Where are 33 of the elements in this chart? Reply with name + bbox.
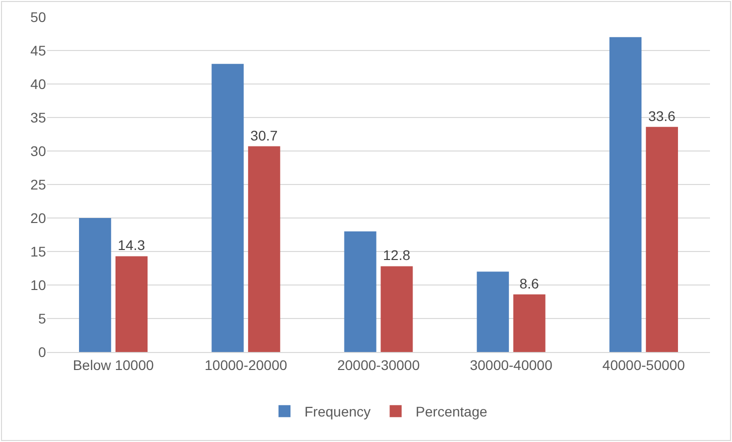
data-label: 8.6 (519, 275, 540, 292)
x-tick-label: 10000-20000 (204, 356, 288, 373)
data-label: 33.6 (648, 108, 676, 124)
x-tick-label: Below 10000 (72, 356, 154, 373)
y-tick-label: 10 (30, 276, 46, 293)
bar (476, 272, 509, 352)
bar (609, 37, 642, 352)
x-tick-label: 20000-30000 (337, 356, 420, 373)
legend-label: Percentage (416, 404, 488, 420)
bar (248, 146, 280, 352)
y-tick-label: 5 (38, 310, 46, 326)
y-tick-label: 25 (30, 176, 46, 192)
y-tick-label: 35 (30, 109, 46, 126)
y-tick-label: 0 (38, 344, 46, 360)
data-label: 30.7 (250, 127, 278, 144)
bar (344, 231, 376, 352)
y-tick-label: 20 (30, 210, 46, 226)
bar (79, 218, 112, 352)
y-tick-label: 15 (30, 243, 46, 260)
data-label: 12.8 (383, 247, 410, 264)
bar (513, 294, 546, 352)
bar (646, 126, 678, 352)
bar (115, 256, 148, 352)
y-tick-label: 40 (30, 76, 46, 92)
x-tick-label: 40000-50000 (602, 356, 686, 373)
x-tick-label: 30000-40000 (470, 356, 553, 373)
y-tick-label: 50 (30, 8, 46, 25)
bar (212, 64, 244, 352)
data-label: 14.3 (118, 237, 146, 254)
legend-label: Frequency (304, 404, 371, 420)
bar (380, 266, 413, 352)
y-tick-label: 30 (30, 142, 46, 159)
y-tick-label: 45 (30, 42, 46, 58)
